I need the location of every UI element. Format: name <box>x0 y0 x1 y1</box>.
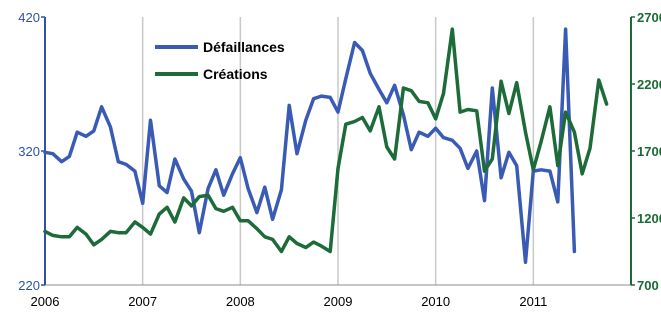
series-line-defaillances <box>43 27 577 264</box>
right-tick-label: 1200 <box>637 211 661 226</box>
legend-item-creations: Créations <box>155 66 268 82</box>
right-tick-label: 700 <box>637 278 659 293</box>
legend: Défaillances Créations <box>155 39 285 82</box>
left-tick-label: 220 <box>18 278 40 293</box>
left-tick-label: 420 <box>18 10 40 25</box>
series-group <box>43 27 609 264</box>
x-tick-label: 2006 <box>31 294 60 309</box>
right-tick-label: 2200 <box>637 77 661 92</box>
legend-item-defaillances: Défaillances <box>155 39 285 55</box>
grid-lines <box>141 17 535 285</box>
x-tick-label: 2011 <box>519 294 547 309</box>
right-y-axis-ticks: 700 1200 1700 2200 2700 <box>631 10 661 293</box>
legend-label-creations: Créations <box>203 66 268 82</box>
x-axis-ticks: 2006 2007 2008 2009 2010 2011 <box>31 294 548 309</box>
left-tick-label: 320 <box>18 144 40 159</box>
series-line-creations <box>43 27 609 254</box>
left-y-axis-ticks: 220 320 420 <box>18 10 45 293</box>
x-tick-label: 2010 <box>421 294 450 309</box>
right-tick-label: 2700 <box>637 10 661 25</box>
x-tick-label: 2008 <box>226 294 255 309</box>
x-tick-label: 2009 <box>324 294 353 309</box>
legend-label-defaillances: Défaillances <box>203 39 285 55</box>
x-tick-label: 2007 <box>128 294 157 309</box>
right-tick-label: 1700 <box>637 144 661 159</box>
